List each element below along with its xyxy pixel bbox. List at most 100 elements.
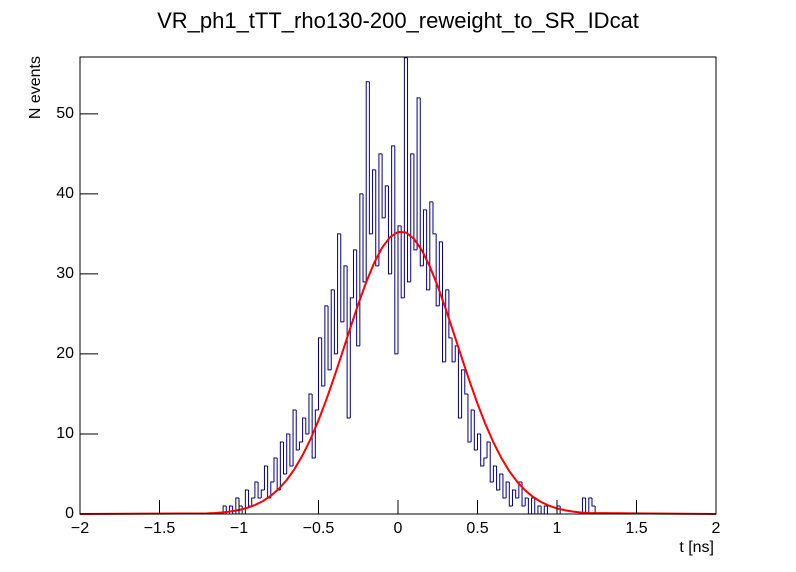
histogram-bin [397, 225, 402, 354]
histogram-bin [429, 201, 433, 290]
histogram-bin [499, 473, 503, 490]
histogram-bin [318, 337, 322, 410]
x-tick-label: −1.5 [144, 520, 176, 537]
x-tick-label: 0.5 [466, 520, 488, 537]
histogram-bin [251, 497, 255, 506]
histogram-bin [356, 249, 360, 347]
histogram-bin [337, 233, 341, 354]
y-axis-label: N events [27, 56, 44, 119]
histogram-bin [391, 145, 395, 274]
histogram-bin [467, 393, 472, 443]
histogram-bin [438, 241, 443, 306]
histogram-bin [435, 233, 440, 307]
histogram-bin [508, 481, 513, 507]
histogram-bin [473, 409, 478, 451]
histogram-bin [286, 433, 290, 474]
y-tick-label: 50 [56, 105, 74, 122]
x-tick-label: 1 [553, 520, 562, 537]
histogram-bin [372, 169, 376, 234]
histogram-bin [289, 433, 294, 467]
histogram-bin [426, 209, 430, 291]
histogram-bin [511, 489, 516, 506]
histogram-bin [518, 481, 523, 498]
histogram-bin [461, 369, 465, 418]
x-tick-label: −2 [71, 520, 89, 537]
histogram-bin [381, 153, 386, 219]
x-tick-label: −1 [230, 520, 248, 537]
y-tick-label: 0 [65, 505, 74, 522]
histogram-bin [263, 465, 268, 490]
histogram-bin [330, 289, 335, 370]
histogram-bin [400, 225, 405, 299]
y-tick-label: 20 [56, 345, 74, 362]
histogram-bin [359, 193, 364, 346]
histogram-bin [292, 409, 297, 466]
histogram-bin [521, 481, 526, 507]
histogram-bin [260, 489, 265, 498]
histogram-bin [302, 417, 306, 442]
histogram-bin [305, 417, 309, 435]
histogram-bin [422, 209, 427, 266]
histogram-bin [496, 465, 500, 491]
histogram-bin [588, 497, 592, 514]
histogram-bin [502, 473, 507, 499]
histogram-bin [524, 497, 529, 506]
histogram-bin [464, 369, 468, 395]
histogram-bin [343, 265, 348, 322]
histogram-bin [362, 193, 367, 283]
histogram-bin [273, 457, 278, 482]
histogram-bin [378, 153, 383, 266]
histogram-bin [254, 481, 259, 498]
histogram-bin [314, 409, 319, 458]
histogram-bin [445, 289, 449, 362]
x-tick-label: −0.5 [303, 520, 335, 537]
histogram-bin [365, 81, 370, 282]
histogram-bin [394, 145, 398, 355]
x-tick-label: 1.5 [625, 520, 647, 537]
histogram-bin [489, 441, 494, 483]
histogram-bin [340, 233, 344, 323]
histogram-bin [410, 153, 414, 282]
histogram-bin [470, 409, 475, 442]
y-tick-label: 30 [56, 265, 74, 282]
chart-title: VR_ph1_tTT_rho130-200_reweight_to_SR_IDc… [157, 8, 639, 33]
histogram-bin [308, 393, 313, 434]
histogram-bin [349, 297, 354, 418]
histogram-bin [451, 337, 456, 363]
histogram-bin [384, 185, 389, 218]
histogram-bin [257, 481, 262, 499]
histogram-bin [270, 481, 274, 498]
histogram-bin [591, 497, 596, 507]
histogram-bin [457, 345, 462, 419]
histogram-bin [413, 153, 418, 251]
histogram-bin [244, 489, 249, 514]
histogram-bin [295, 409, 300, 451]
histogram-bin [492, 465, 497, 482]
histogram-bin [324, 305, 329, 386]
histogram-bin [448, 289, 453, 339]
histogram-bin [515, 489, 519, 499]
histogram-bin [483, 457, 488, 466]
histogram-bin [581, 497, 586, 514]
histogram-bin [333, 289, 338, 355]
histogram-bin [327, 305, 332, 371]
histogram-bin [321, 337, 325, 387]
histogram-bin [403, 57, 408, 298]
histogram-bin [419, 97, 424, 267]
histogram-bin [486, 441, 491, 458]
x-axis-label: t [ns] [679, 539, 714, 556]
histogram-bin [407, 57, 411, 283]
histogram-bin [368, 81, 373, 235]
y-tick-label: 10 [56, 425, 74, 442]
histogram-bin [477, 433, 481, 450]
histogram-bin [537, 505, 542, 514]
histogram-bin [480, 433, 484, 467]
histogram-bin [432, 201, 437, 235]
histogram-bin [298, 441, 303, 450]
fit-curve [79, 230, 717, 515]
histogram-bin [375, 169, 379, 267]
x-tick-label: 0 [394, 520, 403, 537]
y-tick-label: 40 [56, 185, 74, 202]
